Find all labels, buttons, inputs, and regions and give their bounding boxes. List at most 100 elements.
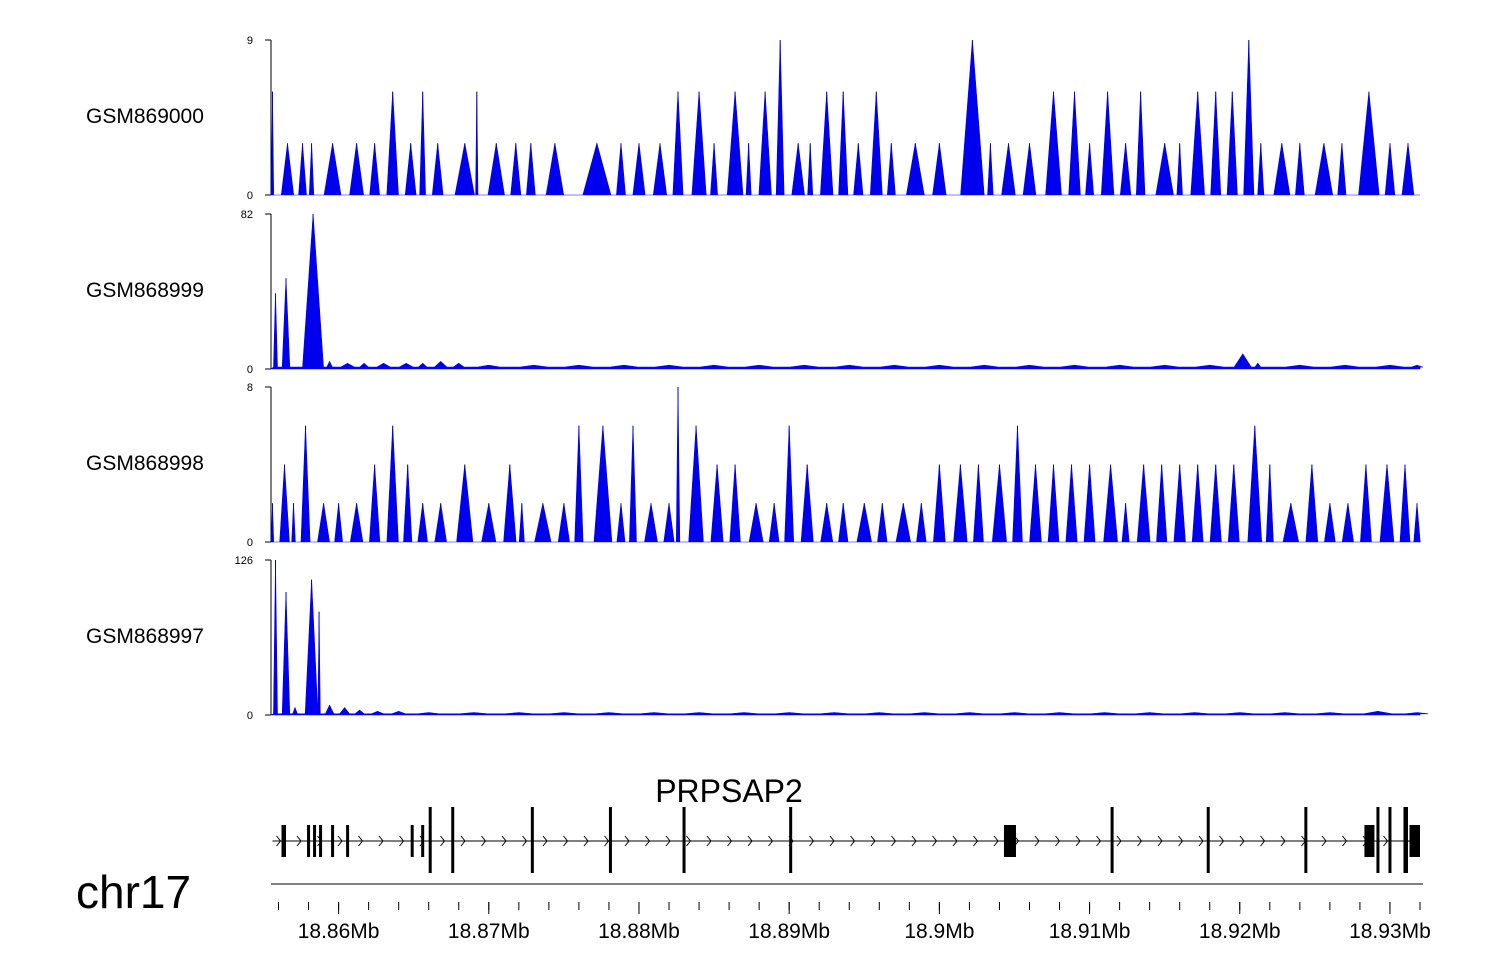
y-tick-label-min: 0 — [247, 537, 253, 549]
strand-chevron — [1096, 835, 1102, 847]
exon — [331, 825, 335, 857]
y-tick-label-max: 8 — [247, 382, 253, 394]
gene-name-label: PRPSAP2 — [655, 773, 803, 809]
track-GSM868997: 126 0 GSM868997 — [86, 555, 1429, 722]
signal-area — [270, 213, 1423, 370]
track-GSM868998: 8 0 GSM868998 — [86, 382, 1421, 549]
exon — [421, 825, 425, 857]
strand-chevron — [624, 835, 630, 847]
strand-chevron — [378, 835, 384, 847]
exon — [428, 807, 432, 873]
strand-chevron — [501, 835, 507, 847]
strand-chevron — [1280, 835, 1286, 847]
exon — [319, 825, 323, 857]
strand-chevron — [1342, 835, 1348, 847]
strand-chevron — [583, 835, 589, 847]
strand-chevron — [1137, 835, 1143, 847]
strand-chevron — [399, 835, 405, 847]
exon — [1003, 825, 1016, 857]
exon — [1206, 807, 1210, 873]
exon — [530, 807, 534, 873]
strand-chevron — [768, 835, 774, 847]
strand-chevron — [1383, 835, 1389, 847]
strand-chevron — [440, 835, 446, 847]
exon — [346, 825, 350, 857]
x-tick-label: 18.9Mb — [904, 920, 974, 943]
exon — [1364, 825, 1375, 857]
y-tick-label-max: 82 — [241, 209, 253, 221]
y-tick-label-min: 0 — [247, 190, 253, 202]
strand-chevron — [973, 835, 979, 847]
exon — [451, 807, 455, 873]
exon — [1110, 807, 1114, 873]
strand-chevron — [706, 835, 712, 847]
exon — [608, 807, 612, 873]
strand-chevron — [358, 835, 364, 847]
track-label: GSM869000 — [86, 105, 204, 128]
exon — [281, 825, 287, 857]
x-tick-label: 18.91Mb — [1049, 920, 1131, 943]
strand-chevron — [522, 835, 528, 847]
y-tick-label-max: 126 — [235, 555, 253, 567]
y-tick-label-min: 0 — [247, 364, 253, 376]
strand-chevron — [563, 835, 569, 847]
exon — [682, 807, 686, 873]
strand-chevron — [1239, 835, 1245, 847]
exon — [789, 807, 793, 873]
exon — [1403, 807, 1408, 873]
strand-chevron — [1116, 835, 1122, 847]
y-tick-label-max: 9 — [247, 35, 253, 47]
exon — [1388, 807, 1392, 873]
exon — [1376, 807, 1380, 873]
strand-chevron — [1321, 835, 1327, 847]
strand-chevron — [1219, 835, 1225, 847]
strand-chevron — [481, 835, 487, 847]
strand-chevron — [1075, 835, 1081, 847]
x-tick-label: 18.87Mb — [448, 920, 530, 943]
strand-chevron — [337, 835, 343, 847]
strand-chevron — [727, 835, 733, 847]
strand-chevron — [686, 835, 692, 847]
strand-chevron — [296, 835, 302, 847]
x-tick-label: 18.93Mb — [1349, 920, 1431, 943]
track-label: GSM868997 — [86, 625, 204, 648]
x-tick-label: 18.89Mb — [748, 920, 830, 943]
strand-chevron — [747, 835, 753, 847]
track-label: GSM868999 — [86, 279, 204, 302]
strand-chevron — [665, 835, 671, 847]
signal-area — [271, 386, 1421, 543]
exon — [307, 825, 311, 857]
gene-model-track: PRPSAP2 — [272, 773, 1420, 873]
genome-axis: 18.86Mb 18.87Mb 18.88Mb 18.89Mb 18.9Mb 18.91M… — [271, 883, 1431, 943]
strand-chevron — [604, 835, 610, 847]
strand-chevron — [952, 835, 958, 847]
data-tracks: 9 0 GSM869000 82 0 GSM868999 8 0 GSM868998 126 0 GS… — [86, 35, 1429, 722]
strand-chevron — [460, 835, 466, 847]
exon — [410, 825, 414, 857]
strand-chevron — [1157, 835, 1163, 847]
signal-area — [270, 559, 1429, 716]
strand-chevron — [870, 835, 876, 847]
y-tick-label-min: 0 — [247, 710, 253, 722]
strand-chevron — [932, 835, 938, 847]
strand-chevron — [276, 835, 282, 847]
strand-chevron — [809, 835, 815, 847]
strand-chevron — [1260, 835, 1266, 847]
exon — [1304, 807, 1308, 873]
track-GSM868999: 82 0 GSM868999 — [86, 209, 1423, 376]
strand-chevron — [1178, 835, 1184, 847]
x-tick-label: 18.88Mb — [598, 920, 680, 943]
track-GSM869000: 9 0 GSM869000 — [86, 35, 1420, 202]
strand-chevron — [542, 835, 548, 847]
chromosome-label: chr17 — [76, 866, 191, 918]
exon — [313, 825, 317, 857]
x-tick-label: 18.86Mb — [298, 920, 380, 943]
strand-chevron — [1198, 835, 1204, 847]
track-label: GSM868998 — [86, 452, 204, 475]
strand-chevron — [850, 835, 856, 847]
strand-chevron — [829, 835, 835, 847]
strand-chevron — [993, 835, 999, 847]
strand-chevron — [1055, 835, 1061, 847]
strand-chevron — [891, 835, 897, 847]
